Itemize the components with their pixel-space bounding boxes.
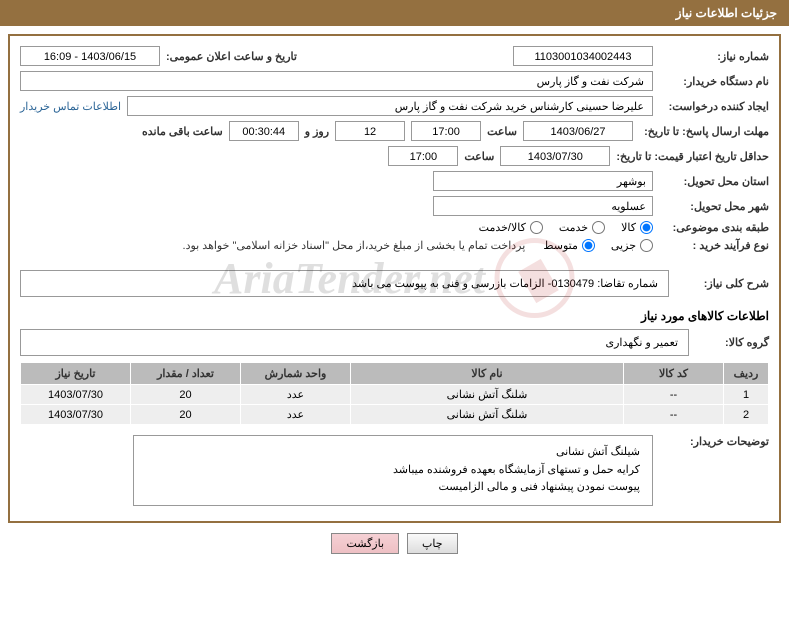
back-button[interactable]: بازگشت: [331, 533, 399, 554]
deadline-time-label: ساعت: [487, 125, 517, 138]
deadline-date-field: 1403/06/27: [523, 121, 633, 141]
process-minor-input[interactable]: [640, 239, 653, 252]
buyer-notes-label: توضیحات خریدار:: [659, 435, 769, 448]
deadline-label: مهلت ارسال پاسخ: تا تاریخ:: [639, 125, 769, 138]
validity-label: حداقل تاریخ اعتبار قیمت: تا تاریخ:: [616, 150, 769, 163]
process-medium-input[interactable]: [582, 239, 595, 252]
general-desc-label: شرح کلی نیاز:: [679, 277, 769, 290]
process-minor-radio[interactable]: جزیی: [611, 239, 653, 252]
buyer-note-line2: کرایه حمل و تستهای آزمایشگاه بعهده فروشن…: [146, 462, 640, 480]
need-number-label: شماره نیاز:: [659, 50, 769, 63]
validity-time-label: ساعت: [464, 150, 494, 163]
table-cell: 20: [131, 385, 241, 405]
buyer-note-line3: پیوست نمودن پیشنهاد فنی و مالی الزامیست: [146, 479, 640, 497]
table-cell: 20: [131, 405, 241, 425]
table-cell: شلنگ آتش نشانی: [351, 385, 624, 405]
table-cell: شلنگ آتش نشانی: [351, 405, 624, 425]
buyer-org-field: شرکت نفت و گاز پارس: [20, 71, 653, 91]
table-cell: --: [624, 385, 724, 405]
col-row-no: ردیف: [724, 363, 769, 385]
city-label: شهر محل تحویل:: [659, 200, 769, 213]
category-goods-input[interactable]: [640, 221, 653, 234]
buyer-contact-link[interactable]: اطلاعات تماس خریدار: [20, 100, 121, 113]
table-cell: عدد: [241, 405, 351, 425]
col-code: کد کالا: [624, 363, 724, 385]
payment-note: پرداخت تمام یا بخشی از مبلغ خرید،از محل …: [183, 239, 526, 252]
days-word: روز و: [305, 125, 329, 138]
general-desc-box: شماره تقاضا: 0130479- الزامات بازرسی و ف…: [20, 270, 669, 297]
requester-label: ایجاد کننده درخواست:: [659, 100, 769, 113]
col-qty: تعداد / مقدار: [131, 363, 241, 385]
category-goods-service-input[interactable]: [530, 221, 543, 234]
category-goods-radio[interactable]: کالا: [621, 221, 653, 234]
remaining-label: ساعت باقی مانده: [142, 125, 223, 138]
process-minor-text: جزیی: [611, 239, 636, 252]
days-remaining-field: 12: [335, 121, 405, 141]
process-medium-text: متوسط: [543, 239, 578, 252]
table-header-row: ردیف کد کالا نام کالا واحد شمارش تعداد /…: [21, 363, 769, 385]
city-field: عسلویه: [433, 196, 653, 216]
announce-date-label: تاریخ و ساعت اعلان عمومی:: [166, 50, 297, 63]
goods-table: ردیف کد کالا نام کالا واحد شمارش تعداد /…: [20, 362, 769, 425]
goods-group-label: گروه کالا:: [699, 336, 769, 349]
table-cell: 1: [724, 385, 769, 405]
validity-time-field: 17:00: [388, 146, 458, 166]
col-name: نام کالا: [351, 363, 624, 385]
main-form-container: AriaTender.net شماره نیاز: 1103001034002…: [8, 34, 781, 523]
table-cell: 2: [724, 405, 769, 425]
category-service-input[interactable]: [592, 221, 605, 234]
table-cell: 1403/07/30: [21, 385, 131, 405]
col-unit: واحد شمارش: [241, 363, 351, 385]
goods-info-title: اطلاعات کالاهای مورد نیاز: [20, 309, 769, 323]
table-cell: عدد: [241, 385, 351, 405]
goods-group-field: تعمیر و نگهداری: [20, 329, 689, 356]
col-need-date: تاریخ نیاز: [21, 363, 131, 385]
process-medium-radio[interactable]: متوسط: [543, 239, 595, 252]
process-label: نوع فرآیند خرید :: [659, 239, 769, 252]
action-buttons: چاپ بازگشت: [0, 533, 789, 554]
buyer-notes-box: شیلنگ آتش نشانی کرایه حمل و تستهای آزمای…: [133, 435, 653, 506]
buyer-note-line1: شیلنگ آتش نشانی: [146, 444, 640, 462]
category-goods-service-text: کالا/خدمت: [479, 221, 526, 234]
print-button[interactable]: چاپ: [407, 533, 458, 554]
requester-field: علیرضا حسینی کارشناس خرید شرکت نفت و گاز…: [127, 96, 653, 116]
table-cell: 1403/07/30: [21, 405, 131, 425]
table-cell: --: [624, 405, 724, 425]
category-service-radio[interactable]: خدمت: [559, 221, 605, 234]
deadline-time-field: 17:00: [411, 121, 481, 141]
announce-date-field: 1403/06/15 - 16:09: [20, 46, 160, 66]
validity-date-field: 1403/07/30: [500, 146, 610, 166]
category-goods-service-radio[interactable]: کالا/خدمت: [479, 221, 543, 234]
need-number-field: 1103001034002443: [513, 46, 653, 66]
page-header: جزئیات اطلاعات نیاز: [0, 0, 789, 26]
time-remaining-field: 00:30:44: [229, 121, 299, 141]
page-title: جزئیات اطلاعات نیاز: [676, 6, 777, 20]
table-row: 1--شلنگ آتش نشانیعدد201403/07/30: [21, 385, 769, 405]
province-field: بوشهر: [433, 171, 653, 191]
category-service-text: خدمت: [559, 221, 588, 234]
table-row: 2--شلنگ آتش نشانیعدد201403/07/30: [21, 405, 769, 425]
province-label: استان محل تحویل:: [659, 175, 769, 188]
category-label: طبقه بندی موضوعی:: [659, 221, 769, 234]
category-goods-text: کالا: [621, 221, 636, 234]
buyer-org-label: نام دستگاه خریدار:: [659, 75, 769, 88]
